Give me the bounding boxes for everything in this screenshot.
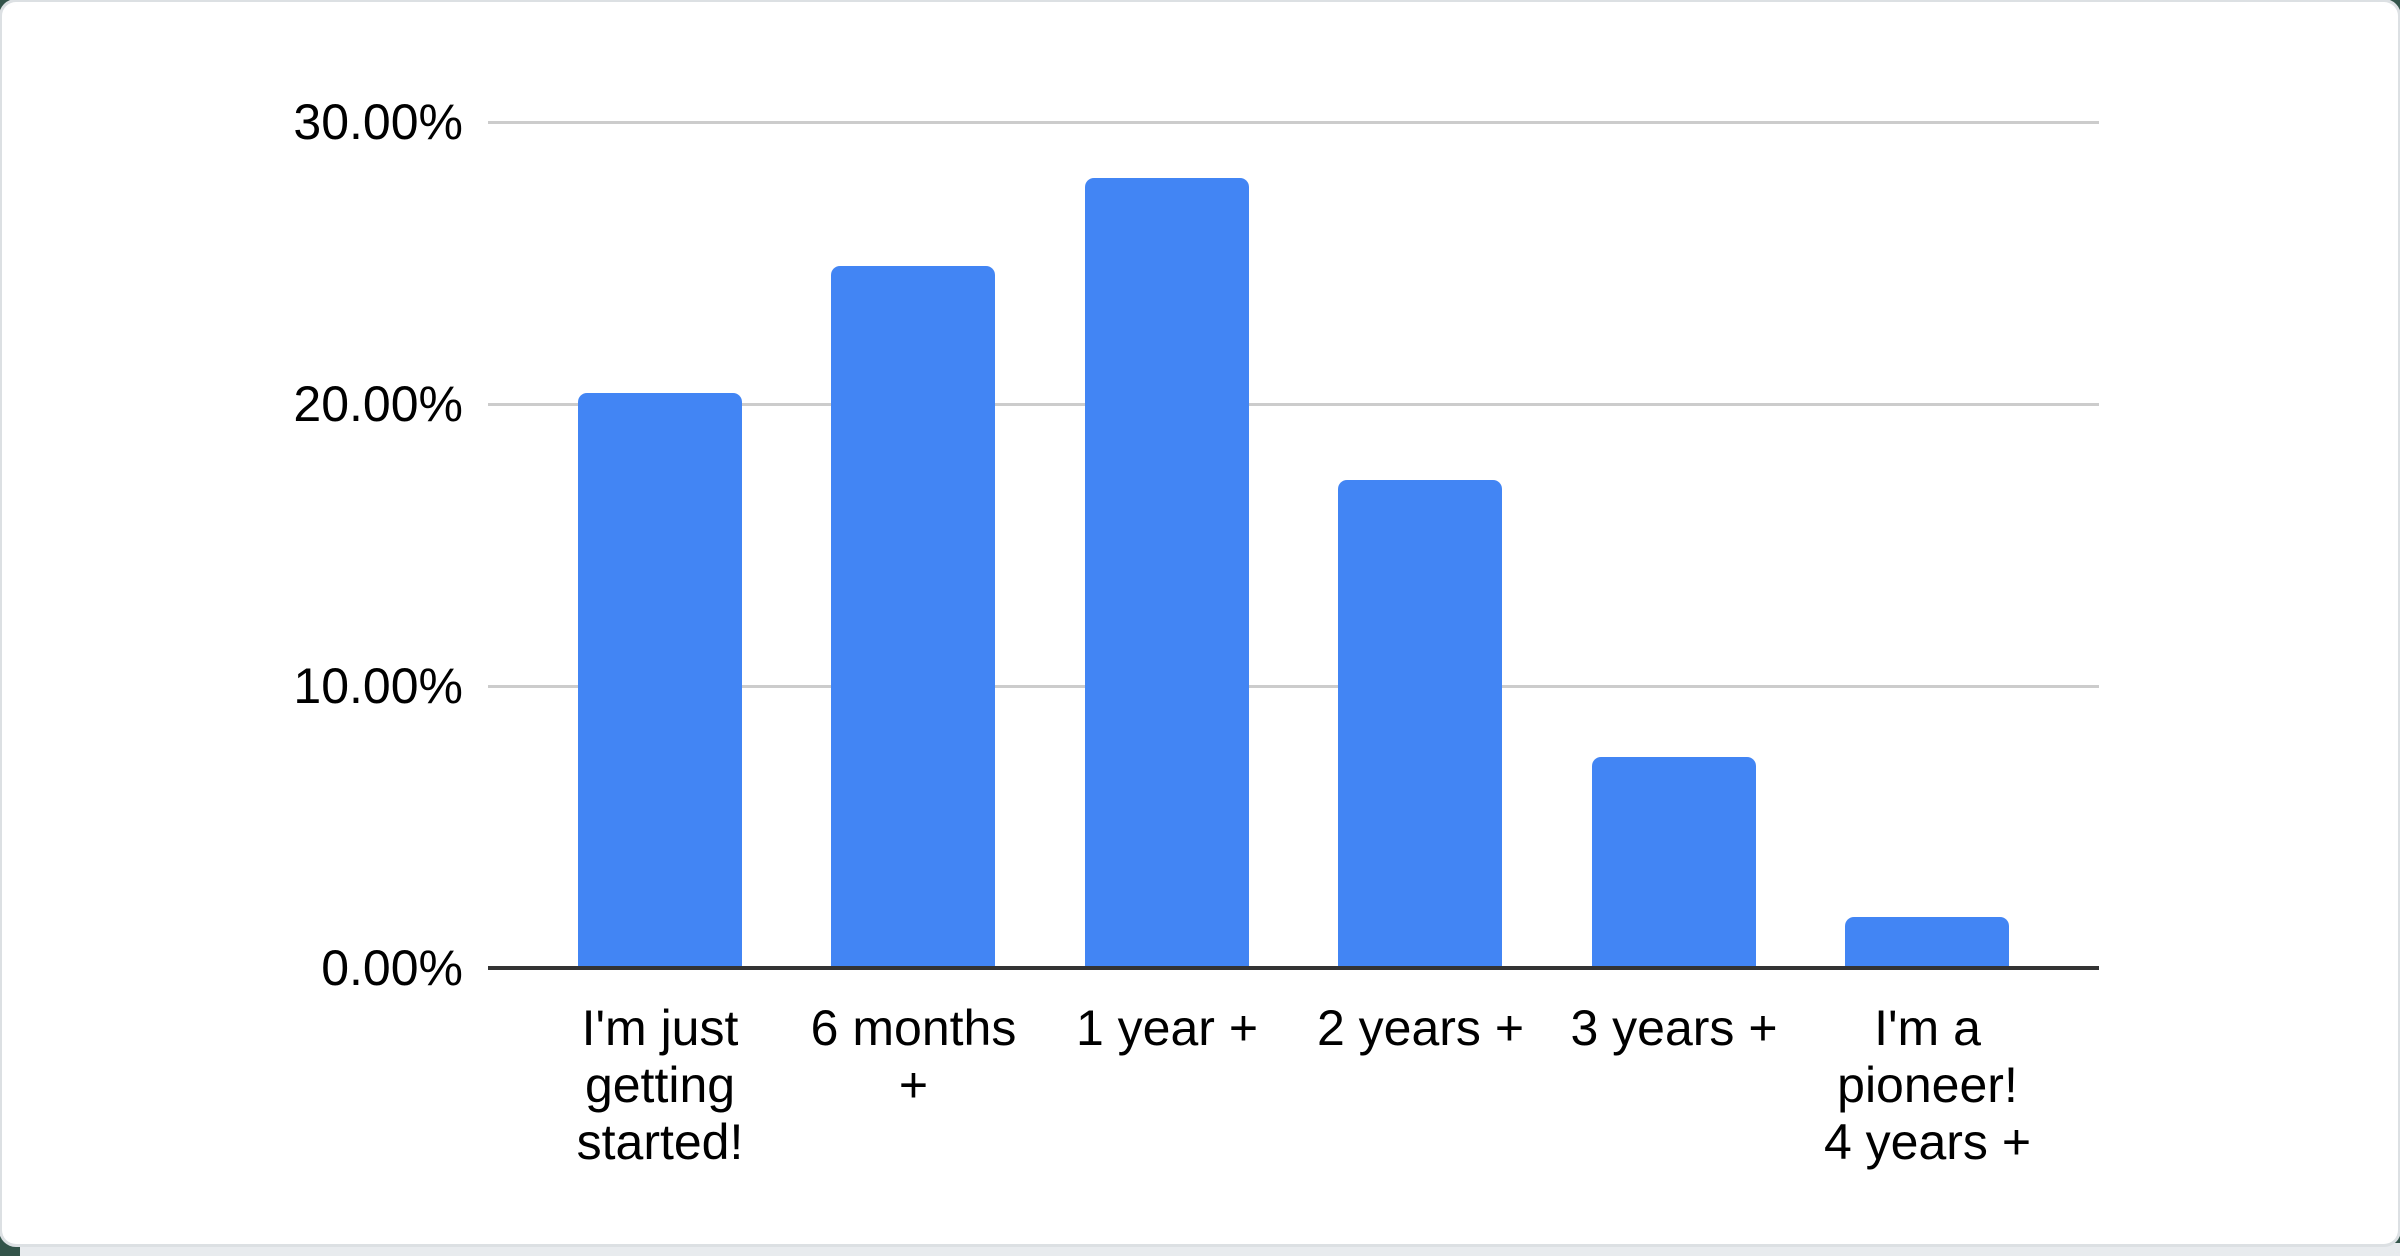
x-category-label: 2 years + xyxy=(1316,1000,1525,1056)
bottom-edge-strip xyxy=(20,1243,2400,1256)
bar xyxy=(1591,756,1756,968)
gridline-10-percent xyxy=(488,684,2099,688)
x-category-label: 1 year + xyxy=(1075,1000,1259,1056)
y-axis-tick-label: 20.00% xyxy=(293,376,463,432)
gridline-30-percent xyxy=(488,120,2099,124)
bar xyxy=(1084,178,1249,968)
x-category-label: I'm a pioneer! 4 years + xyxy=(1823,1000,2032,1170)
bar xyxy=(1845,917,2010,968)
bar xyxy=(1338,480,1503,968)
x-category-label: I'm just getting started! xyxy=(576,1000,744,1170)
bar xyxy=(831,265,996,968)
y-axis-tick-label: 0.00% xyxy=(321,940,463,996)
x-axis-baseline xyxy=(488,966,2099,970)
y-axis-tick-label: 10.00% xyxy=(293,658,463,714)
bar xyxy=(577,392,742,968)
gridline-20-percent xyxy=(488,402,2099,406)
y-axis-tick-label: 30.00% xyxy=(293,94,463,150)
x-category-label: 6 months + xyxy=(810,1000,1017,1113)
x-category-label: 3 years + xyxy=(1570,1000,1778,1056)
